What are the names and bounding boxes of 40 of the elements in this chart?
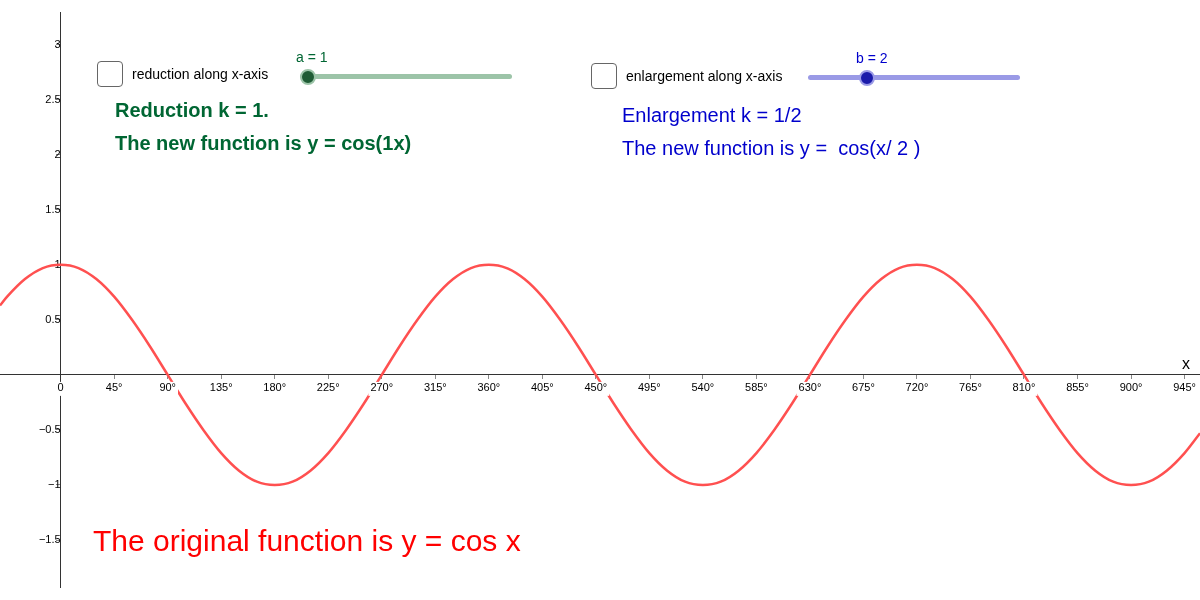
annotation: enlargement along x-axis (626, 68, 783, 84)
x-tick-label: 495° (637, 381, 661, 394)
annotation: The new function is y = cos(1x) (115, 132, 412, 154)
annotation: b = 2 (856, 50, 888, 66)
y-tick-label: −0.5 (38, 422, 61, 435)
x-tick-label: 405° (530, 381, 554, 394)
annotation: The original function is y = cos x (93, 524, 521, 557)
x-tick-label: 225° (316, 381, 340, 394)
x-tick-label: 720° (905, 381, 929, 394)
x-tick-label: 180° (263, 381, 287, 394)
x-tick-label: 900° (1119, 381, 1143, 394)
annotation: The new function is y = cos(x/ 2 ) (622, 137, 921, 159)
x-tick-label: 270° (370, 381, 394, 394)
y-tick-label: −1 (48, 478, 61, 491)
annotation: a = 1 (296, 49, 328, 65)
x-tick-label: 810° (1012, 381, 1036, 394)
y-tick-label: 3 (54, 37, 61, 50)
x-tick-label: 675° (852, 381, 875, 394)
x-tick-label: 315° (423, 381, 447, 394)
x-tick-label: 765° (959, 381, 982, 394)
x-tick-label: 45° (105, 381, 123, 394)
x-tick-label: 135° (209, 381, 233, 394)
y-tick-label: 0.5 (45, 312, 61, 325)
annotation: reduction along x-axis (132, 66, 269, 82)
x-tick-label: 0 (57, 381, 64, 394)
x-tick-label: 540° (691, 381, 715, 394)
y-tick-label: 2.5 (45, 92, 61, 105)
y-tick-label: 2 (54, 147, 61, 160)
x-axis-title: x (1182, 355, 1190, 373)
annotation: Reduction k = 1. (115, 99, 269, 121)
y-tick-label: −1.5 (38, 533, 61, 546)
x-tick-label: 450° (584, 381, 608, 394)
x-tick-label: 945° (1173, 381, 1196, 394)
x-tick-label: 855° (1066, 381, 1089, 394)
annotation: Enlargement k = 1/2 (622, 104, 802, 126)
x-tick-label: 360° (477, 381, 501, 394)
x-tick-label: 585° (745, 381, 768, 394)
x-tick-label: 90° (159, 381, 177, 394)
y-tick-label: 1.5 (45, 202, 61, 215)
x-tick-label: 630° (798, 381, 822, 394)
